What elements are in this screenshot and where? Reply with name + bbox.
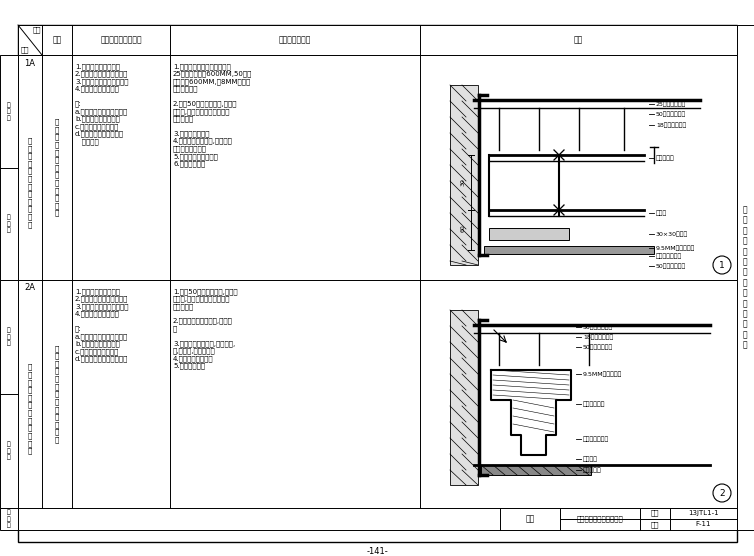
Bar: [18, 55, 737, 280]
Text: 通道打骨: 通道打骨: [583, 456, 598, 462]
Text: 地
面
木
饰
面
与
顶
面
乳
胶
漆
衔
接: 地 面 木 饰 面 与 顶 面 乳 胶 漆 衔 接: [55, 118, 59, 216]
Text: 1.木饰面与顶面乳胶漆
2.木饰面顶骨与顶面乳胶漆
3.木饰面顶条与顶面乳胶漆
4.挂皮位与顶面乳胶漆

注:
a.卡式龙骨与木龙骨的配合
b.对不同封顶量做处: 1.木饰面与顶面乳胶漆 2.木饰面顶骨与顶面乳胶漆 3.木饰面顶条与顶面乳胶漆 …: [75, 63, 128, 145]
Bar: [481, 465, 591, 475]
Text: 地
面
顶
面
材
料
相
接
工
艺
做
法: 地 面 顶 面 材 料 相 接 工 艺 做 法: [28, 364, 32, 454]
Text: F-11: F-11: [696, 522, 711, 528]
Bar: [18, 508, 737, 530]
Text: 墙面木饰面与背面乳胶漆: 墙面木饰面与背面乳胶漆: [577, 516, 624, 522]
Text: 1.木饰面与顶面乳胶漆
2.木饰面顶骨与顶面乳胶漆
3.木饰面顶条与顶面乳胶漆
4.槽架位与顶面乳胶漆

注:
a.挂钢龙骨与木龙骨的配合
b.用不同封顶量做处: 1.木饰面与顶面乳胶漆 2.木饰面顶骨与顶面乳胶漆 3.木饰面顶条与顶面乳胶漆 …: [75, 288, 128, 363]
Text: 50系列轻钢龙骨: 50系列轻钢龙骨: [583, 324, 613, 330]
Text: 挂点龙骨线条: 挂点龙骨线条: [583, 401, 605, 407]
Text: 页次: 页次: [651, 521, 659, 528]
Text: 2: 2: [719, 489, 725, 498]
Text: 木饰面: 木饰面: [656, 210, 667, 216]
Text: 30×30木龙骨: 30×30木龙骨: [656, 231, 688, 237]
Text: 输
出
人: 输 出 人: [7, 327, 11, 346]
Bar: [18, 280, 737, 508]
Text: 25系列卡式龙骨: 25系列卡式龙骨: [656, 101, 686, 107]
Text: 用料及合页做法: 用料及合页做法: [279, 36, 311, 44]
Text: 地
面
顶
面
材
料
相
接
工
艺
做
法: 地 面 顶 面 材 料 相 接 工 艺 做 法: [28, 137, 32, 227]
Text: 编号: 编号: [32, 27, 41, 33]
Text: 输
出
人: 输 出 人: [7, 102, 11, 121]
Text: 简图: 简图: [573, 36, 583, 44]
Text: 腻子乳胶漆三遍: 腻子乳胶漆三遍: [656, 253, 682, 259]
Text: 1.卡式龙骨铺行龙骨基层铺骨
25卡式龙骨间距600MM,50系列
龙骨间距600MM,厚8MM木工板
板大边衬钉固

2.采用50系列轻钢龙骨,刚针对
槽连型: 1.卡式龙骨铺行龙骨基层铺骨 25卡式龙骨间距600MM,50系列 龙骨间距60…: [173, 63, 253, 167]
Text: 13JTL1-1: 13JTL1-1: [688, 509, 719, 515]
Text: 2A: 2A: [24, 284, 35, 292]
Text: 输
出
人: 输 出 人: [7, 441, 11, 460]
Text: 名称: 名称: [52, 36, 62, 44]
Text: 输
出
人: 输 出 人: [7, 510, 11, 528]
Text: 50系列轻钢龙骨: 50系列轻钢龙骨: [656, 263, 686, 269]
Text: 1: 1: [719, 261, 725, 270]
Text: 类别: 类别: [21, 47, 29, 53]
Bar: [18, 25, 737, 55]
Text: 1.采用50系列钢龙骨先,刚针对
槽连型,水龙骨与木工模板木骨
刷三遍处理

2.墙面选建木连层刮胶,腻灰处
理

3.顶面刮胶面石骨背,刮刷骨板,
木,木结骨: 1.采用50系列钢龙骨先,刚针对 槽连型,水龙骨与木工模板木骨 刷三遍处理 2.…: [173, 288, 238, 370]
Bar: [484, 246, 654, 254]
Text: 挂点木饰面线条: 挂点木饰面线条: [583, 436, 609, 442]
Bar: [0, 508, 18, 530]
Text: 输
出
人: 输 出 人: [7, 215, 11, 233]
Text: 图号: 图号: [651, 509, 659, 516]
Text: 1A: 1A: [24, 58, 35, 67]
Text: 30: 30: [461, 178, 465, 186]
Text: 墙
面
顶
面
材
料
相
接
工
艺
做
法
通
则: 墙 面 顶 面 材 料 相 接 工 艺 做 法 通 则: [743, 205, 747, 350]
Text: 50系列轻控龙骨: 50系列轻控龙骨: [583, 344, 613, 350]
Text: 图名: 图名: [526, 514, 535, 524]
Bar: [0, 280, 18, 508]
Text: -141-: -141-: [366, 547, 388, 555]
Bar: [489, 228, 569, 240]
Text: 适用部位及注意事项: 适用部位及注意事项: [100, 36, 142, 44]
Text: 9.5MM轻重石膏板: 9.5MM轻重石膏板: [583, 371, 622, 377]
Bar: [450, 310, 478, 485]
Text: 50系列轻钢龙骨: 50系列轻钢龙骨: [656, 111, 686, 117]
Text: 木饰面线条: 木饰面线条: [583, 467, 602, 473]
Bar: [737, 25, 754, 530]
Text: 9.5MM轻重石膏板: 9.5MM轻重石膏板: [656, 245, 695, 251]
Text: 18厚木工程基层: 18厚木工程基层: [583, 334, 613, 340]
Text: 18厚木工板基层: 18厚木工板基层: [656, 122, 686, 128]
Text: 60: 60: [461, 224, 465, 232]
Bar: [0, 55, 18, 280]
Text: 地
面
木
饰
面
与
顶
面
乳
胶
漆
衔
接: 地 面 木 饰 面 与 顶 面 乳 胶 漆 衔 接: [55, 345, 59, 443]
Text: 木饰面背骨: 木饰面背骨: [656, 155, 675, 161]
Bar: [450, 85, 478, 265]
